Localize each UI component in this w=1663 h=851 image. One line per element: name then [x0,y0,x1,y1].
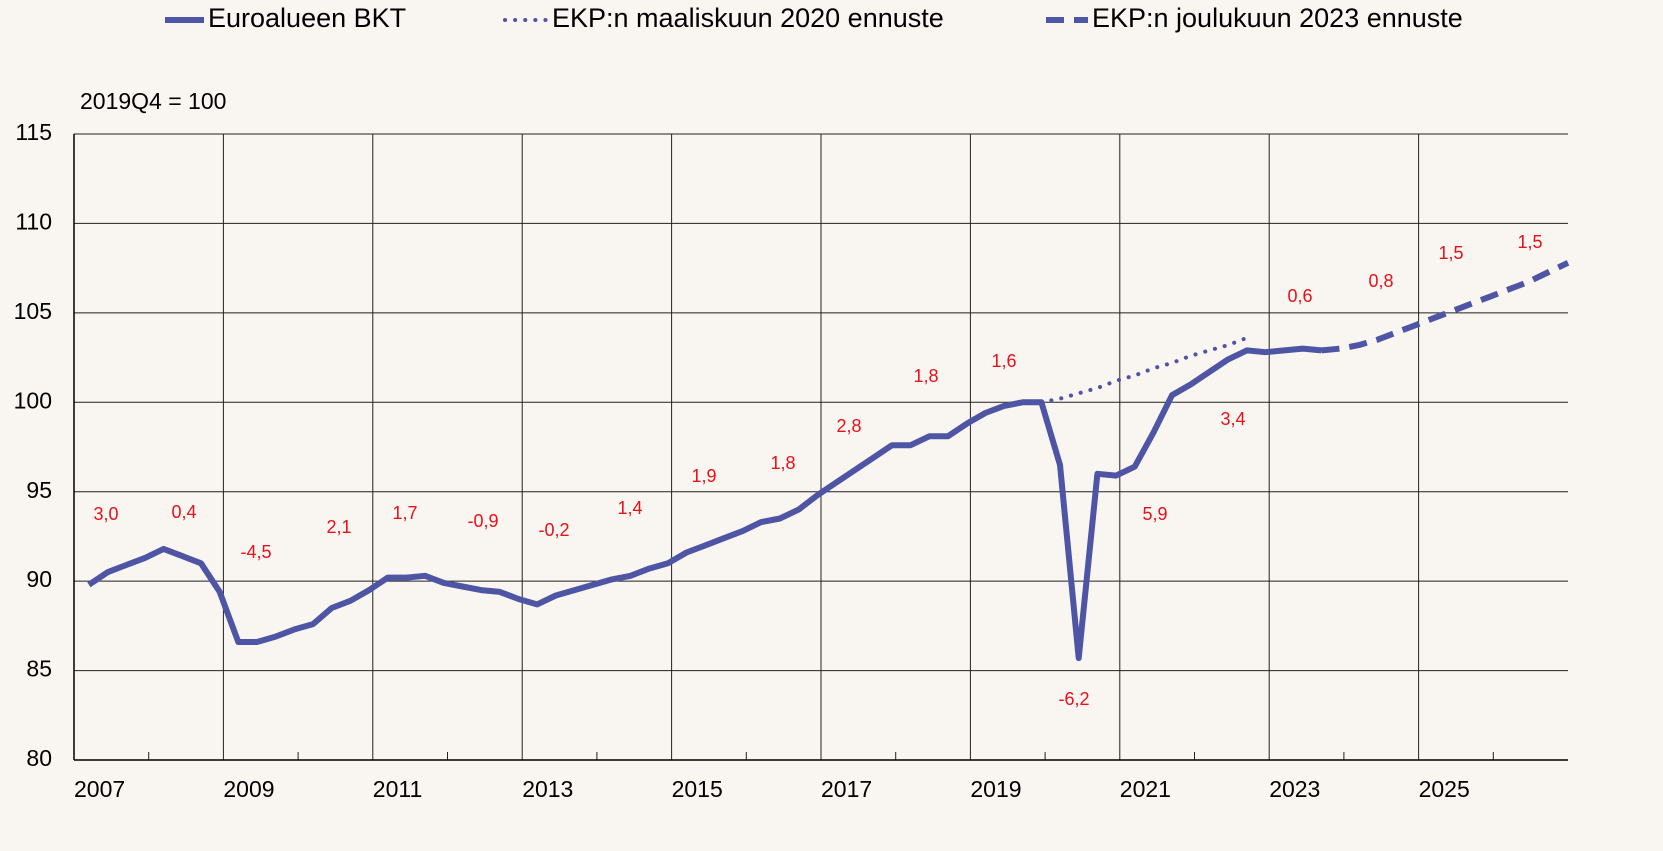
growth-label: -0,2 [538,520,569,540]
x-tick-label: 2007 [74,776,125,802]
y-tick-label: 100 [14,387,52,413]
unit-label: 2019Q4 = 100 [80,88,226,114]
growth-label: 1,8 [770,453,795,473]
growth-label: 1,8 [913,366,938,386]
x-tick-label: 2019 [970,776,1021,802]
growth-label: 0,4 [171,502,196,522]
growth-label: -6,2 [1058,689,1089,709]
growth-label: 1,5 [1517,232,1542,252]
growth-label: 1,4 [617,498,642,518]
x-tick-label: 2017 [821,776,872,802]
growth-label: 0,8 [1368,271,1393,291]
y-tick-label: 80 [26,745,52,771]
x-tick-label: 2011 [373,776,422,802]
legend-label: EKP:n maaliskuun 2020 ennuste [552,3,944,33]
growth-label: -4,5 [240,542,271,562]
y-tick-label: 105 [14,298,52,324]
x-tick-label: 2015 [672,776,723,802]
growth-label: 0,6 [1287,286,1312,306]
y-tick-label: 115 [15,119,52,145]
growth-label: 1,7 [392,503,417,523]
growth-label: 2,8 [836,416,861,436]
y-tick-label: 95 [26,477,52,503]
growth-label: 2,1 [326,517,351,537]
y-tick-label: 85 [26,656,52,682]
y-tick-label: 90 [26,566,52,592]
x-tick-label: 2013 [522,776,573,802]
x-tick-label: 2023 [1269,776,1320,802]
x-tick-label: 2025 [1419,776,1470,802]
growth-label: 5,9 [1142,504,1167,524]
x-tick-label: 2021 [1120,776,1171,802]
data-line [87,345,1322,662]
growth-label: 1,9 [691,466,716,486]
growth-label: 3,4 [1220,409,1245,429]
legend-label: Euroalueen BKT [208,3,406,33]
growth-label: 1,6 [991,351,1016,371]
legend-label: EKP:n joulukuun 2023 ennuste [1092,3,1463,33]
growth-label: -0,9 [467,511,498,531]
data-line [1321,260,1570,354]
growth-label: 1,5 [1438,243,1463,263]
x-tick-label: 2009 [223,776,274,802]
growth-label: 3,0 [93,504,118,524]
y-tick-label: 110 [15,209,52,235]
